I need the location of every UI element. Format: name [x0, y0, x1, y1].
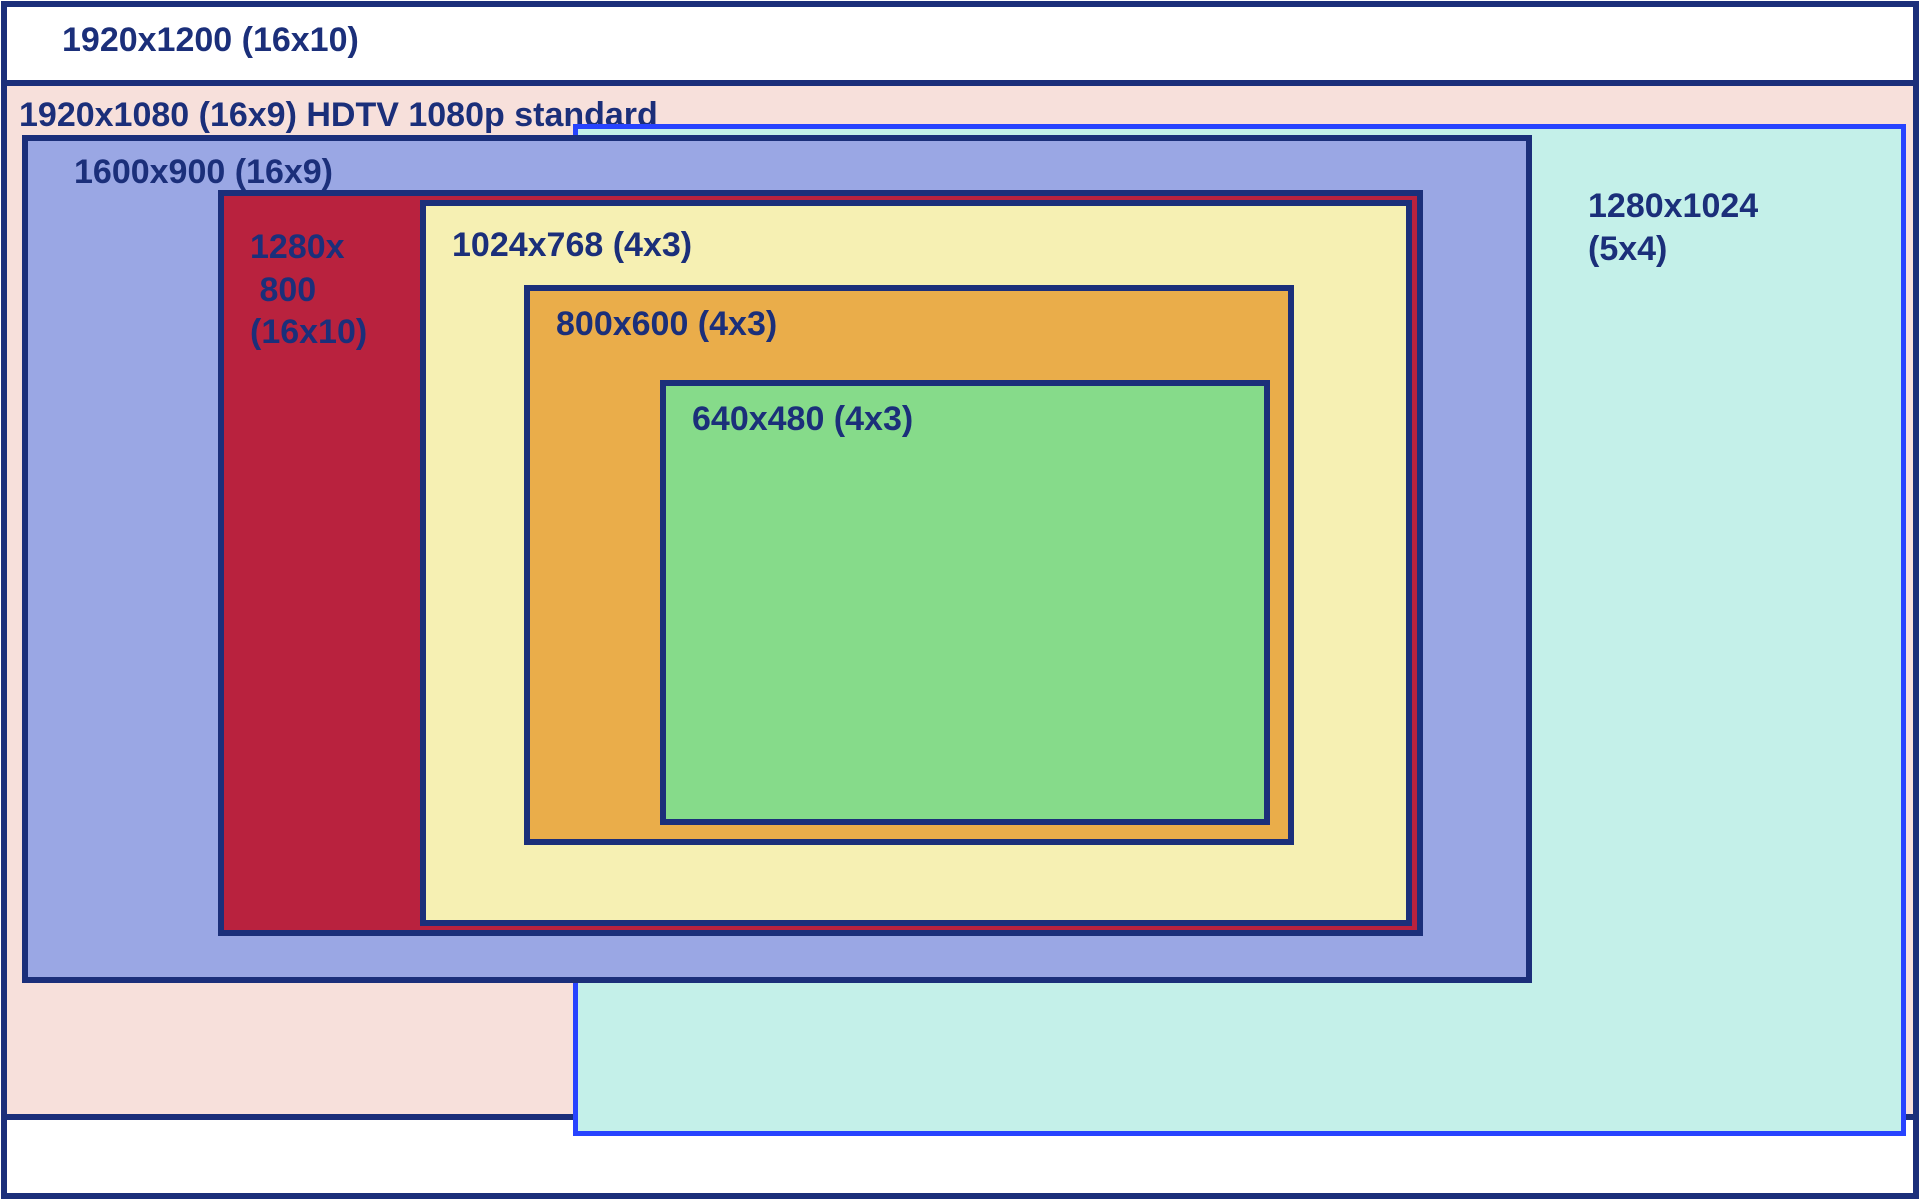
res-1024x768-label: 1024x768 (4x3): [452, 224, 692, 267]
res-1280x800-label: 1280x 800 (16x10): [250, 226, 367, 354]
res-640x480: 640x480 (4x3): [660, 380, 1270, 825]
res-1600x900-label: 1600x900 (16x9): [74, 151, 333, 194]
res-1280x1024-label: 1280x1024 (5x4): [1588, 185, 1758, 270]
resolution-diagram: 1920x1200 (16x10) 1920x1080 (16x9) HDTV 1…: [0, 0, 1920, 1200]
res-640x480-label: 640x480 (4x3): [692, 398, 913, 441]
res-1920x1200-label: 1920x1200 (16x10): [62, 19, 359, 62]
res-800x600-label: 800x600 (4x3): [556, 303, 777, 346]
res-1920x1080-label: 1920x1080 (16x9) HDTV 1080p standard: [19, 94, 658, 137]
